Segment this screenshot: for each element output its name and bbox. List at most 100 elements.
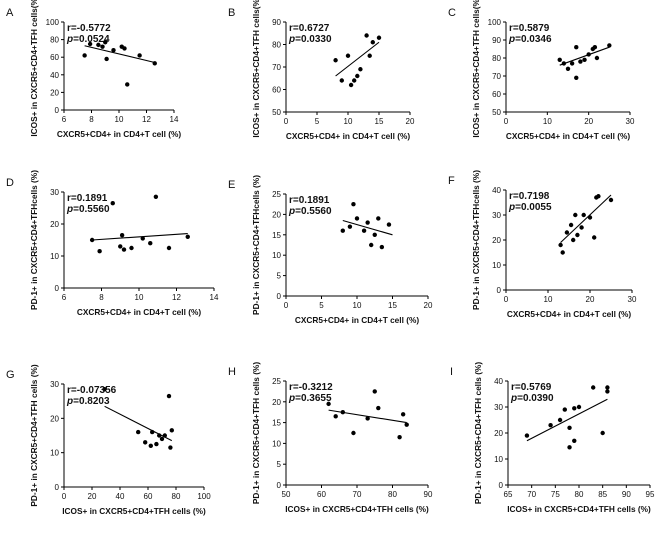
data-point bbox=[587, 215, 593, 220]
x-tick-label: 0 bbox=[62, 492, 67, 501]
data-point bbox=[157, 433, 162, 438]
x-tick-label: 12 bbox=[172, 293, 181, 302]
panel-d: D 6 8 10 12 14 0 10 20 30 CXCR5+CD4+ in CD4+T cell… bbox=[6, 170, 219, 317]
y-tick-label: 100 bbox=[46, 18, 60, 27]
data-point bbox=[548, 423, 553, 428]
data-point bbox=[560, 250, 565, 255]
panel-g: G 0 20 40 60 80 100 0 10 20 30 ICOS+ in CXCR5+CD4+T… bbox=[6, 364, 211, 516]
data-point bbox=[348, 82, 354, 88]
x-tick-label: 5 bbox=[315, 117, 320, 126]
data-point bbox=[605, 385, 610, 390]
data-point bbox=[351, 430, 356, 436]
data-point bbox=[333, 414, 338, 419]
stat-p: p=0.5560 bbox=[288, 206, 332, 217]
y-tick-label: 15 bbox=[272, 419, 281, 428]
x-tick-label: 95 bbox=[646, 490, 655, 499]
data-point bbox=[376, 405, 381, 411]
data-point bbox=[143, 440, 148, 445]
x-axis-title: CXCR5+CD4+ in CD4+T cell (%) bbox=[506, 131, 630, 141]
y-tick-label: 90 bbox=[272, 18, 281, 27]
data-point bbox=[102, 386, 107, 392]
y-tick-label: 20 bbox=[494, 429, 503, 438]
y-axis-title: ICOS+ in CXCR5+CD4+TFH cells(%) bbox=[29, 0, 39, 137]
regression-line bbox=[526, 398, 608, 442]
x-tick-label: 30 bbox=[628, 295, 637, 304]
data-point bbox=[564, 230, 570, 235]
y-axis-title: PD-1+ in CXCR5+CD4+TFH cells (%) bbox=[473, 362, 483, 504]
x-tick-label: 10 bbox=[353, 301, 362, 310]
data-point bbox=[148, 241, 153, 246]
x-tick-label: 85 bbox=[598, 490, 607, 499]
stat-p-prefix: p bbox=[288, 34, 295, 45]
data-point bbox=[578, 59, 583, 64]
stat-p: p=0.8203 bbox=[66, 396, 110, 407]
x-axis-title: ICOS+ in CXCR5+CD4+TFH cells (%) bbox=[507, 504, 651, 514]
panel-c: C 0 10 20 30 50 60 70 80 90 100 CXCR5+CD4+ in CD4+T… bbox=[448, 0, 635, 141]
x-tick-label: 10 bbox=[135, 293, 144, 302]
regression-line bbox=[104, 405, 173, 442]
data-point bbox=[150, 429, 155, 435]
data-point bbox=[574, 75, 579, 81]
stat-r: r=-0.07356 bbox=[67, 385, 117, 396]
x-tick-label: 70 bbox=[353, 490, 362, 499]
data-point bbox=[351, 202, 356, 207]
data-point bbox=[562, 407, 567, 412]
y-tick-label: 20 bbox=[272, 398, 281, 407]
x-tick-label: 0 bbox=[504, 295, 509, 304]
y-tick-label: 0 bbox=[277, 292, 282, 301]
x-tick-label: 10 bbox=[544, 295, 553, 304]
data-point bbox=[372, 232, 377, 237]
y-tick-label: 50 bbox=[492, 108, 501, 117]
y-tick-label: 30 bbox=[50, 380, 59, 389]
x-tick-label: 12 bbox=[142, 115, 151, 124]
x-axis-title: CXCR5+CD4+ in CD4+T cell (%) bbox=[295, 315, 419, 325]
x-axis-title: CXCR5+CD4+ in CD4+T cell (%) bbox=[77, 307, 201, 317]
data-point bbox=[591, 385, 596, 390]
x-tick-label: 8 bbox=[99, 293, 104, 302]
y-axis-title: ICOS+ in CXCR5+CD4+TFH cells(%) bbox=[471, 0, 481, 138]
data-point bbox=[592, 235, 597, 240]
y-axis-title: PD-1+ in CXCR5+CD4+TFH cells (%) bbox=[251, 362, 261, 504]
y-axis-title: ICOS+ in CXCR5+CD4+TFH cells(%) bbox=[251, 0, 261, 138]
y-tick-label: 0 bbox=[277, 481, 282, 490]
y-tick-label: 60 bbox=[50, 53, 59, 62]
y-tick-label: 70 bbox=[492, 72, 501, 81]
data-point bbox=[111, 47, 116, 53]
x-tick-label: 20 bbox=[406, 117, 415, 126]
x-tick-label: 10 bbox=[344, 117, 353, 126]
panel-label: I bbox=[450, 366, 453, 378]
x-tick-label: 50 bbox=[282, 490, 291, 499]
data-point bbox=[365, 220, 370, 225]
stat-r: r=0.5879 bbox=[509, 23, 550, 34]
y-tick-label: 60 bbox=[492, 90, 501, 99]
data-point bbox=[369, 242, 374, 248]
data-point bbox=[572, 438, 577, 443]
x-tick-label: 20 bbox=[424, 301, 433, 310]
x-tick-label: 14 bbox=[210, 293, 219, 302]
stat-p-prefix: p bbox=[510, 393, 517, 404]
y-tick-label: 0 bbox=[55, 284, 60, 293]
x-tick-label: 10 bbox=[115, 115, 124, 124]
stat-p-value: =0.5560 bbox=[295, 206, 332, 217]
y-tick-label: 25 bbox=[272, 377, 281, 386]
x-tick-label: 75 bbox=[551, 490, 560, 499]
panel-label: B bbox=[228, 7, 235, 19]
data-point bbox=[326, 401, 331, 407]
data-point bbox=[567, 425, 572, 430]
stat-r: r=0.7198 bbox=[509, 191, 550, 202]
data-point bbox=[110, 201, 115, 206]
data-point bbox=[596, 194, 601, 199]
y-tick-label: 30 bbox=[50, 188, 59, 197]
x-tick-label: 8 bbox=[89, 115, 94, 124]
data-point bbox=[148, 443, 153, 448]
data-point bbox=[159, 436, 165, 442]
panel-b: B 0 5 10 15 20 50 60 70 80 90 CXCR5+CD4+ in CD4+T c… bbox=[228, 0, 415, 141]
data-point bbox=[340, 228, 345, 233]
panel-label: E bbox=[228, 179, 235, 191]
data-point bbox=[579, 225, 584, 230]
y-tick-label: 10 bbox=[494, 455, 503, 464]
data-point bbox=[561, 61, 567, 66]
stat-p-prefix: p bbox=[66, 34, 73, 45]
data-point bbox=[100, 44, 105, 49]
